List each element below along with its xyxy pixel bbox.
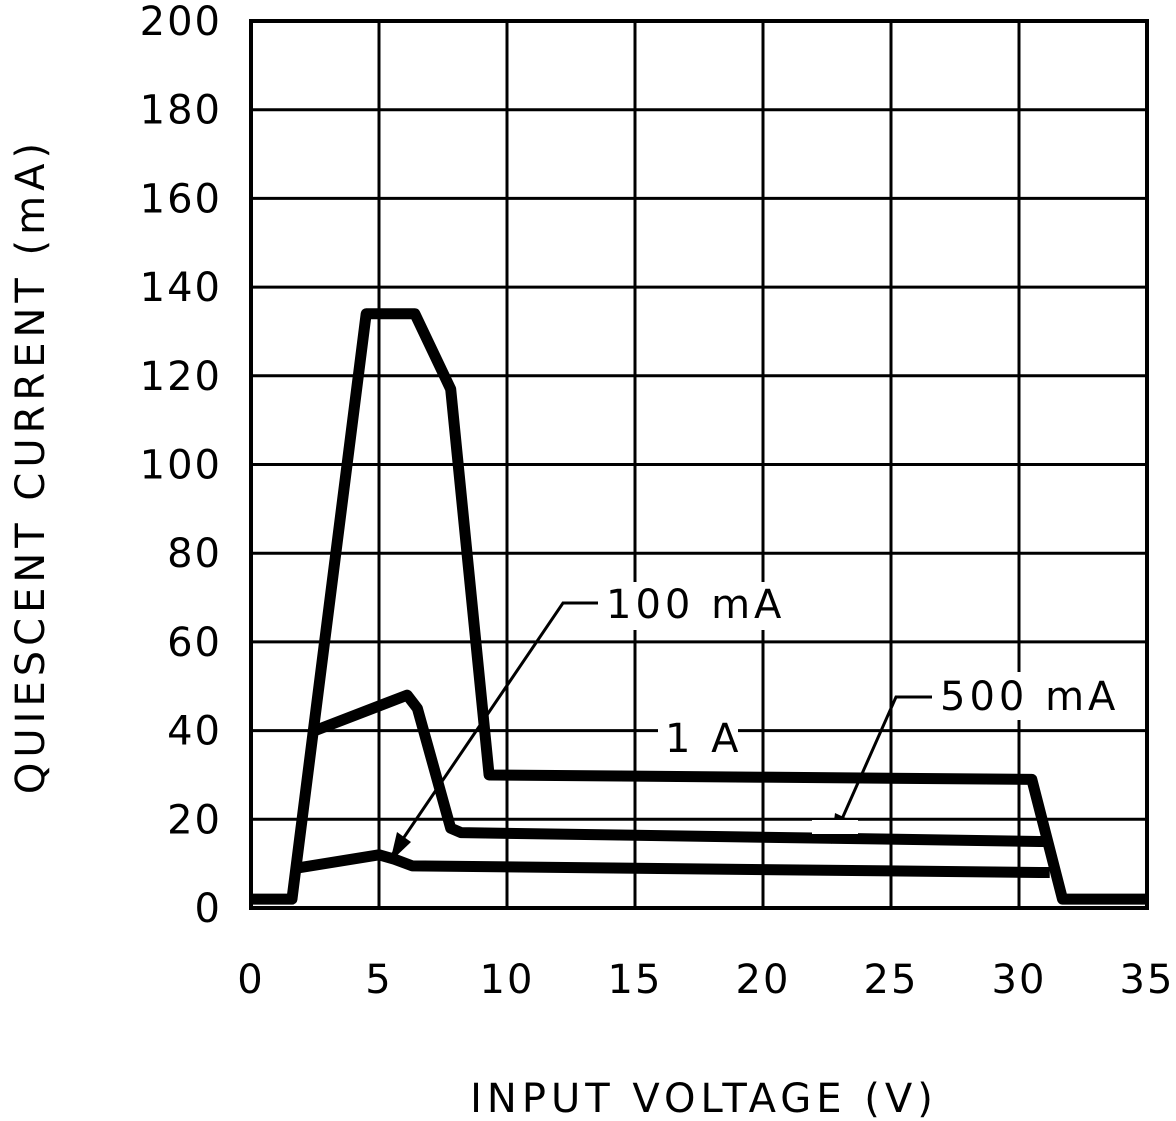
y-tick-label: 60 [167, 620, 222, 666]
series-lines [251, 308, 1147, 905]
y-axis-title: QUIESCENT CURRENT (mA) [8, 138, 54, 794]
annotation-500ma-gap-mask [812, 820, 858, 834]
annotations: 100 mA 1 A 500 mA [390, 582, 1119, 862]
y-tick-label: 40 [167, 709, 222, 755]
x-tick-label: 10 [480, 957, 535, 1003]
annotation-100ma-leader [390, 601, 598, 856]
x-tick-label: 25 [864, 957, 919, 1003]
annotation-500ma-leader [832, 695, 932, 838]
y-tick-label: 160 [140, 176, 222, 222]
x-tick-labels: 0 5 10 15 20 25 30 35 [237, 957, 1175, 1003]
annotation-1a-mask [658, 715, 738, 761]
series-line-100-ma [296, 849, 1050, 879]
series-line-500-ma [313, 689, 1050, 847]
y-tick-label: 120 [140, 354, 222, 400]
plot-frame [249, 19, 1149, 910]
annotation-100ma-mask [598, 582, 788, 630]
x-tick-label: 5 [365, 957, 392, 1003]
y-tick-label: 20 [167, 797, 222, 843]
grid-lines [249, 19, 1149, 910]
x-axis-title: INPUT VOLTAGE (V) [470, 1076, 938, 1121]
y-tick-label: 200 [140, 0, 222, 45]
y-tick-label: 80 [167, 531, 222, 577]
y-tick-labels: 0 20 40 60 80 100 120 140 160 180 200 [140, 0, 222, 932]
x-tick-label: 15 [608, 957, 663, 1003]
y-tick-label: 140 [140, 265, 222, 311]
x-tick-label: 0 [237, 957, 264, 1003]
annotation-500ma-mask [932, 672, 1118, 720]
annotation-100ma-label: 100 mA [606, 582, 785, 628]
annotation-1a-label: 1 A [665, 716, 743, 762]
x-tick-label: 35 [1120, 957, 1175, 1003]
y-tick-label: 100 [140, 443, 222, 489]
annotation-500ma-label: 500 mA [940, 674, 1119, 720]
annotation-100ma-arrowhead [390, 832, 411, 862]
x-tick-label: 30 [992, 957, 1047, 1003]
y-tick-label: 0 [195, 886, 222, 932]
series-line-1-a [251, 308, 1147, 905]
y-tick-label: 180 [140, 88, 222, 134]
x-tick-label: 20 [736, 957, 791, 1003]
